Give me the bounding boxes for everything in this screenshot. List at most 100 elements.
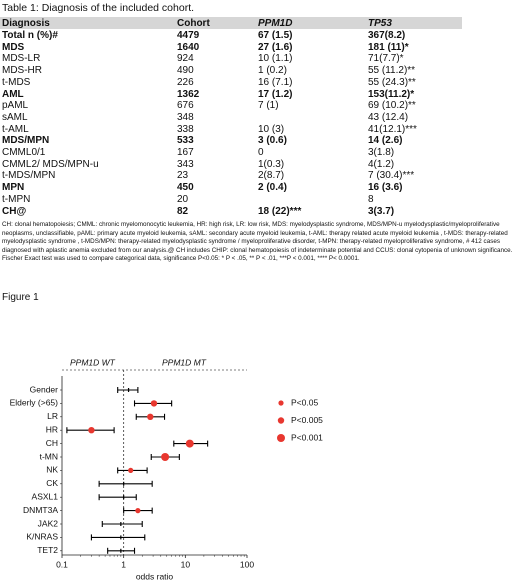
table-cell: 4(1.2)	[368, 158, 395, 170]
x-axis-label: odds ratio	[136, 571, 174, 581]
table-cell: 167	[177, 147, 194, 158]
table-cell: pAML	[2, 100, 29, 112]
table-cell: 3(3.7)	[368, 205, 395, 217]
table-cell: MDS-HR	[2, 65, 42, 77]
category-label: CK	[46, 478, 58, 488]
table-cell: Total n (%)#	[2, 30, 58, 41]
table-cell: AML	[2, 88, 24, 100]
table-cell: t-AML	[2, 123, 29, 135]
table-cell: CMML2/ MDS/MPN-u	[2, 158, 99, 170]
table-cell: t-MPN	[2, 193, 31, 205]
table-cell: 1640	[177, 41, 200, 53]
category-label: CH	[46, 438, 58, 448]
table-cell: 2(8.7)	[258, 170, 285, 182]
header-cell: PPM1D	[258, 18, 293, 29]
legend-label: P<0.005	[291, 415, 323, 425]
table-cell: MDS/MPN	[2, 135, 50, 147]
table-cell: t-MDS/MPN	[2, 170, 56, 182]
legend-marker	[278, 400, 284, 406]
category-label: JAK2	[38, 518, 59, 528]
table-cell: 1(0.3)	[258, 158, 285, 170]
table-cell: 676	[177, 100, 194, 112]
legend-marker	[277, 434, 285, 442]
group-label: PPM1D WT	[70, 357, 116, 367]
table-title: Table 1: Diagnosis of the included cohor…	[2, 2, 195, 14]
x-tick-label: 0.1	[56, 559, 68, 569]
table-cell: 67 (1.5)	[258, 30, 293, 41]
table-cell: MDS	[2, 41, 25, 53]
category-label: LR	[47, 411, 58, 421]
odds-ratio-point	[88, 427, 95, 434]
table-cell: 226	[177, 76, 194, 88]
odds-ratio-point	[185, 439, 194, 448]
odds-ratio-point	[147, 413, 154, 420]
table-cell: 10 (1.1)	[258, 53, 293, 65]
category-label: HR	[46, 424, 58, 434]
table-cell: CH@	[2, 205, 27, 217]
table-cell: 348	[177, 111, 194, 123]
table-cell: 16 (7.1)	[258, 76, 293, 88]
odds-ratio-point	[128, 467, 134, 473]
category-label: t-MN	[40, 451, 58, 461]
group-label: PPM1D MT	[162, 357, 207, 367]
table-cell: 533	[177, 135, 194, 147]
table-cell: 71(7.7)*	[368, 53, 404, 65]
table-cell: 82	[177, 205, 189, 217]
table-cell: 43 (12.4)	[368, 111, 409, 123]
odds-ratio-point	[135, 508, 141, 514]
table-cell: 41(12.1)***	[368, 123, 417, 135]
table-cell: 367(8.2)	[368, 30, 406, 41]
table-cell: 3 (0.6)	[258, 135, 287, 147]
table-cell: 16 (3.6)	[368, 182, 403, 194]
table-cell: MPN	[2, 182, 25, 194]
table-cell: 7 (1)	[258, 100, 279, 112]
table-cell: 1 (0.2)	[258, 65, 287, 77]
table-header-bg	[0, 17, 462, 29]
table-cell: 3(1.8)	[368, 147, 395, 158]
table-cell: 27 (1.6)	[258, 41, 293, 53]
table-cell: CMML0/1	[2, 147, 46, 158]
table-cell: 55 (24.3)**	[368, 76, 416, 88]
table-cell: 18 (22)***	[258, 205, 302, 217]
category-label: Gender	[30, 384, 59, 394]
odds-ratio-point	[161, 453, 170, 461]
table-cell: 4479	[177, 30, 200, 41]
table-cell: t-MDS	[2, 76, 31, 88]
x-tick-label: 10	[181, 559, 191, 569]
odds-ratio-point	[150, 400, 158, 407]
table-cell: 1362	[177, 88, 200, 100]
figure-title: Figure 1	[2, 292, 39, 303]
table-cell: 153(11.2)*	[368, 88, 415, 100]
header-cell: Diagnosis	[2, 18, 50, 29]
table-cell: 7 (30.4)***	[368, 170, 415, 182]
category-label: Elderly (>65)	[10, 398, 59, 408]
category-label: NK	[46, 465, 58, 475]
table-cell: 924	[177, 53, 194, 65]
category-label: K/NRAS	[26, 532, 58, 542]
table-footnote: CH: clonal hematopoiesis; CMML: chronic …	[2, 221, 513, 263]
table-cell: sAML	[2, 111, 28, 123]
table-cell: 55 (11.2)**	[368, 65, 416, 77]
legend-marker	[277, 417, 285, 424]
category-label: ASXL1	[32, 491, 59, 501]
table-cell: 10 (3)	[258, 123, 285, 135]
table-cell: 69 (10.2)**	[368, 100, 416, 112]
table-cell: 2 (0.4)	[258, 182, 287, 194]
table-cell: 490	[177, 65, 194, 77]
header-cell: TP53	[368, 18, 392, 29]
table-cell: 17 (1.2)	[258, 88, 293, 100]
table-cell: 338	[177, 123, 194, 135]
x-tick-label: 100	[240, 559, 254, 569]
table-cell: 14 (2.6)	[368, 135, 403, 147]
legend-label: P<0.001	[291, 432, 323, 442]
table-cell: 0	[258, 147, 264, 158]
table-cell: 181 (11)*	[368, 41, 409, 53]
category-label: TET2	[37, 545, 58, 555]
x-tick-label: 1	[121, 559, 126, 569]
table-cell: 8	[368, 193, 374, 205]
table-cell: MDS-LR	[2, 53, 41, 65]
table-cell: 20	[177, 193, 189, 205]
table-cell: 343	[177, 158, 194, 170]
